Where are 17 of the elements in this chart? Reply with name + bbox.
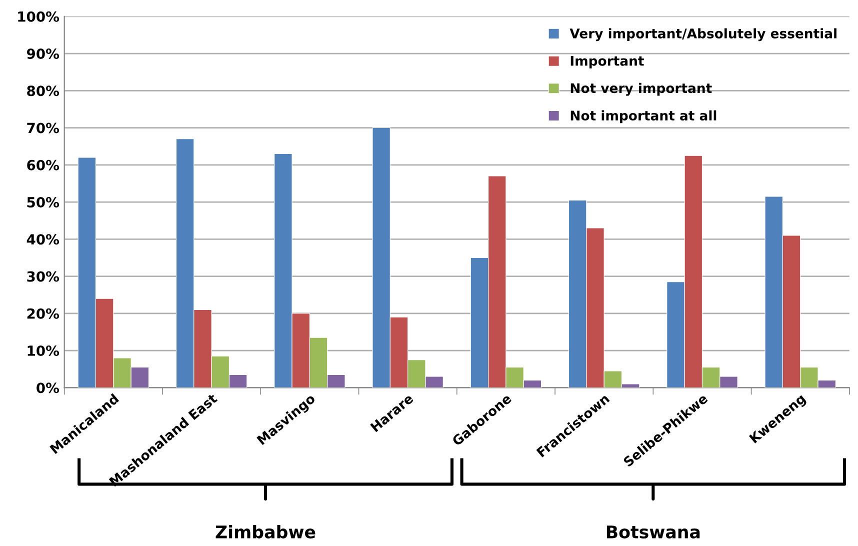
- y-tick-label: 80%: [27, 86, 60, 96]
- text: Botswana: [606, 526, 700, 538]
- legend-label: Very important/Absolutely essential: [570, 28, 836, 42]
- y-tick-label: 30%: [27, 271, 60, 282]
- y-tick-label: 10%: [28, 346, 60, 356]
- y-tick-label: 90%: [26, 48, 60, 59]
- y-tick-label: 70%: [27, 122, 60, 134]
- y-tick-label: 60%: [27, 160, 60, 170]
- y-tick-label: 50%: [27, 196, 60, 208]
- y-tick-label: 0%: [36, 382, 60, 394]
- text: Zimbabwe: [216, 525, 316, 538]
- y-tick-label: 40%: [26, 234, 60, 245]
- legend-label: Important: [570, 56, 644, 68]
- y-tick-label: 20%: [27, 308, 60, 319]
- y-tick-label: 100%: [18, 11, 60, 22]
- legend-label: Not important at all: [570, 110, 716, 124]
- legend-label: Not very important: [570, 82, 712, 96]
